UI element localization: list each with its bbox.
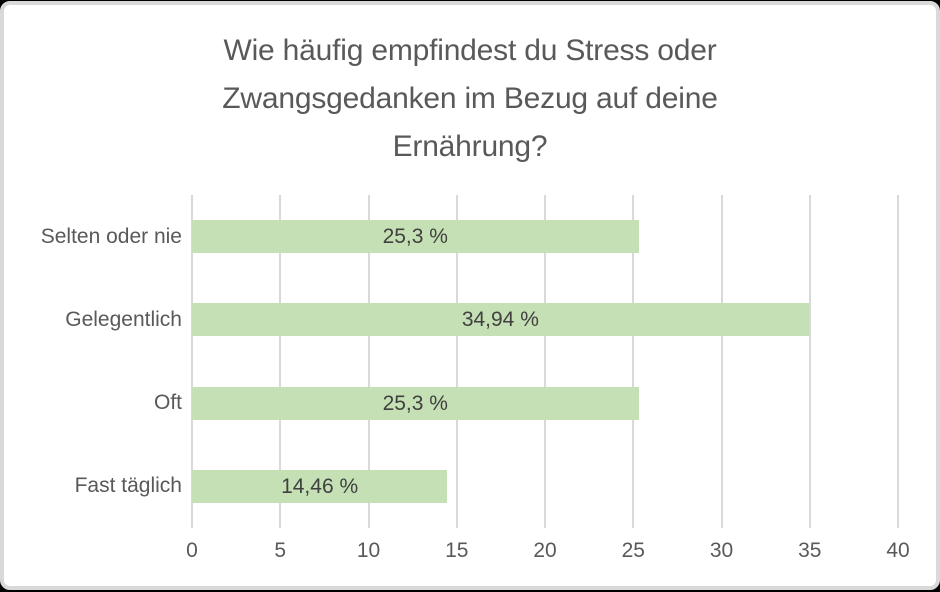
bar-value-label: 14,46 % — [281, 474, 359, 498]
bar: 25,3 % — [192, 386, 639, 420]
gridline — [455, 195, 458, 528]
x-axis-tick-label: 30 — [709, 539, 734, 562]
bar-value-label: 34,94 % — [461, 308, 539, 332]
gridline — [279, 195, 282, 528]
gridline — [191, 195, 193, 528]
gridline — [720, 195, 723, 528]
gridline — [897, 195, 899, 528]
bar-value-label: 25,3 % — [382, 225, 448, 249]
category-axis-label: Oft — [153, 391, 182, 415]
x-axis-tick-label: 15 — [445, 539, 469, 562]
gridline — [367, 195, 370, 528]
category-axis-label: Fast täglich — [74, 474, 182, 498]
bar: 34,94 % — [192, 303, 809, 337]
bar-value-label: 25,3 % — [382, 391, 448, 415]
x-axis-tick-label: 0 — [186, 539, 198, 562]
x-axis-tick-label: 25 — [621, 539, 645, 562]
category-axis-label: Gelegentlich — [65, 307, 182, 331]
x-axis-tick-label: 5 — [274, 539, 287, 562]
category-axis-label: Selten oder nie — [40, 224, 182, 248]
gridline — [808, 195, 811, 528]
x-axis-tick-label: 40 — [886, 539, 910, 562]
x-axis-tick-label: 20 — [533, 539, 557, 562]
bar: 14,46 % — [192, 469, 448, 503]
category-axis: Selten oder nie Gelegentlich Oft Fast tägli… — [4, 195, 182, 528]
x-axis-tick-label: 35 — [798, 539, 822, 562]
plot-area: 25,3 % 34,94 % 25,3 % 14,46 % — [191, 195, 899, 528]
x-axis: 0 5 10 15 20 25 30 35 40 — [186, 538, 910, 568]
bar: 25,3 % — [192, 220, 639, 254]
gridline — [632, 195, 635, 528]
gridline — [544, 195, 546, 528]
chart-title: Wie häufig empfindest du Stress oder Zwa… — [222, 34, 718, 163]
x-axis-tick-label: 10 — [356, 539, 381, 562]
